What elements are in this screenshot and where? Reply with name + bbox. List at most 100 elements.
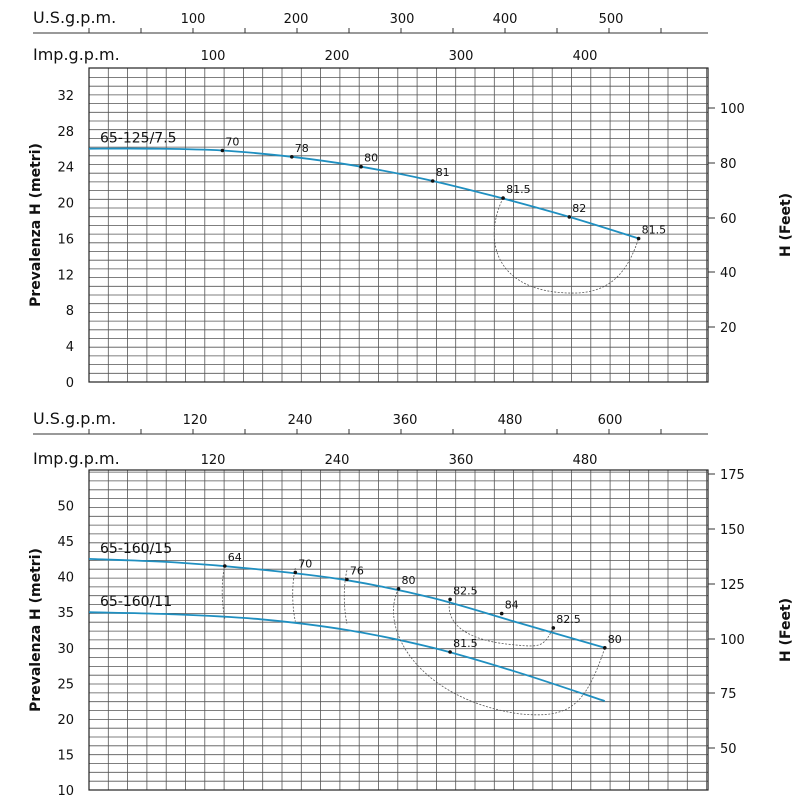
y-tick-label: 32 bbox=[57, 89, 74, 104]
efficiency-label: 80 bbox=[364, 152, 378, 165]
efficiency-label: 82.5 bbox=[453, 584, 478, 597]
y-right-tick-label: 80 bbox=[720, 157, 737, 172]
efficiency-label: 82 bbox=[572, 202, 586, 215]
efficiency-point bbox=[359, 164, 363, 169]
efficiency-point bbox=[345, 577, 349, 582]
imp-gpm-scale-title: Imp.g.p.m. bbox=[33, 45, 120, 64]
us-gpm-tick-label: 240 bbox=[288, 413, 313, 428]
plot-frame bbox=[88, 469, 709, 791]
y-right-tick-label: 75 bbox=[720, 687, 737, 702]
y-tick-label: 45 bbox=[57, 535, 74, 550]
efficiency-point bbox=[499, 611, 504, 616]
efficiency-point bbox=[636, 236, 641, 241]
y-tick-label: 40 bbox=[57, 571, 74, 586]
y-axis-title: Prevalenza H (metri) bbox=[28, 143, 44, 307]
efficiency-point bbox=[448, 650, 452, 654]
y-right-tick-label: 125 bbox=[720, 578, 745, 593]
us-gpm-scale-title: U.S.g.p.m. bbox=[33, 409, 116, 428]
us-gpm-scale-title: U.S.g.p.m. bbox=[33, 8, 116, 27]
y-tick-label: 35 bbox=[57, 606, 74, 621]
efficiency-point bbox=[293, 570, 298, 575]
efficiency-point bbox=[567, 215, 572, 219]
y-right-tick-label: 175 bbox=[720, 468, 745, 483]
imp-gpm-tick-label: 400 bbox=[573, 49, 598, 64]
us-gpm-tick-label: 360 bbox=[393, 413, 418, 428]
iso-efficiency-loop-outer bbox=[393, 588, 606, 716]
us-gpm-tick-label: 500 bbox=[599, 12, 624, 27]
y-right-tick-label: 100 bbox=[720, 633, 745, 648]
y-tick-label: 12 bbox=[57, 268, 74, 283]
y-tick-label: 16 bbox=[57, 232, 74, 247]
us-gpm-tick-label: 400 bbox=[493, 12, 518, 27]
chart-65-160: U.S.g.p.m. 120 240 360 480 600 Imp.g.p.m. 120 24… bbox=[28, 409, 794, 799]
y-right-tick-label: 50 bbox=[720, 742, 737, 757]
us-gpm-tick-label: 200 bbox=[284, 12, 309, 27]
efficiency-label: 81.5 bbox=[642, 224, 667, 237]
imp-gpm-tick-label: 200 bbox=[325, 49, 350, 64]
efficiency-point bbox=[220, 148, 225, 153]
imp-gpm-tick-label: 100 bbox=[201, 49, 226, 64]
us-gpm-tick-label: 600 bbox=[598, 413, 623, 428]
efficiency-point bbox=[430, 179, 435, 183]
y-right-tick-label: 150 bbox=[720, 523, 745, 538]
y-tick-label: 25 bbox=[57, 677, 74, 692]
us-gpm-tick-label: 100 bbox=[181, 12, 206, 27]
iso-efficiency-line bbox=[343, 570, 348, 624]
y-axis-right-title: H (Feet) bbox=[778, 598, 794, 662]
y-tick-label: 28 bbox=[57, 125, 74, 140]
imp-gpm-tick-label: 120 bbox=[201, 453, 226, 468]
efficiency-point bbox=[603, 646, 607, 650]
efficiency-label: 81.5 bbox=[453, 637, 478, 650]
efficiency-label: 81.5 bbox=[506, 183, 530, 196]
efficiency-point bbox=[396, 587, 401, 591]
imp-gpm-tick-label: 240 bbox=[325, 453, 350, 468]
efficiency-label: 80 bbox=[402, 574, 416, 587]
series-curve bbox=[88, 147, 639, 240]
y-right-tick-label: 60 bbox=[720, 212, 737, 227]
imp-gpm-tick-label: 480 bbox=[573, 453, 598, 468]
efficiency-point bbox=[448, 597, 452, 602]
y-axis-right-title: H (Feet) bbox=[778, 193, 794, 257]
y-tick-label: 20 bbox=[57, 713, 74, 728]
efficiency-point bbox=[501, 196, 505, 200]
series-label: 65-160/15 bbox=[100, 541, 172, 557]
y-right-tick-label: 20 bbox=[720, 321, 737, 336]
y-tick-label: 4 bbox=[66, 340, 74, 355]
y-tick-label: 15 bbox=[57, 748, 74, 763]
series-label: 65-160/11 bbox=[100, 594, 172, 610]
us-gpm-tick-label: 120 bbox=[183, 413, 208, 428]
efficiency-label: 70 bbox=[225, 136, 239, 149]
y-tick-label: 20 bbox=[57, 197, 74, 212]
y-right-tick-label: 100 bbox=[720, 102, 745, 117]
us-gpm-tick-label: 480 bbox=[498, 413, 523, 428]
y-tick-label: 10 bbox=[57, 784, 74, 799]
imp-gpm-tick-label: 360 bbox=[449, 453, 474, 468]
imp-gpm-scale-title: Imp.g.p.m. bbox=[33, 449, 120, 468]
plot-frame bbox=[88, 67, 709, 383]
efficiency-label: 84 bbox=[505, 599, 519, 612]
series-curve bbox=[88, 611, 606, 702]
y-tick-label: 8 bbox=[66, 304, 74, 319]
efficiency-label: 78 bbox=[295, 142, 309, 155]
efficiency-label: 81 bbox=[436, 166, 450, 179]
iso-efficiency-curve bbox=[493, 197, 640, 294]
y-tick-label: 50 bbox=[57, 500, 74, 515]
imp-gpm-tick-label: 300 bbox=[449, 49, 474, 64]
y-tick-label: 0 bbox=[66, 376, 74, 391]
efficiency-label: 80 bbox=[608, 633, 622, 646]
y-axis-title: Prevalenza H (metri) bbox=[28, 548, 44, 712]
efficiency-label: 64 bbox=[228, 551, 242, 564]
efficiency-point bbox=[223, 564, 227, 568]
series-label: 65-125/7.5 bbox=[100, 131, 177, 147]
us-gpm-tick-label: 300 bbox=[390, 12, 415, 27]
efficiency-label: 70 bbox=[298, 557, 312, 570]
y-tick-label: 24 bbox=[57, 161, 74, 176]
efficiency-label: 82.5 bbox=[556, 613, 581, 626]
y-tick-label: 30 bbox=[57, 642, 74, 657]
iso-efficiency-line bbox=[221, 565, 226, 619]
iso-efficiency-loop-inner bbox=[448, 599, 554, 647]
efficiency-label: 76 bbox=[350, 565, 364, 578]
efficiency-point bbox=[290, 155, 294, 159]
